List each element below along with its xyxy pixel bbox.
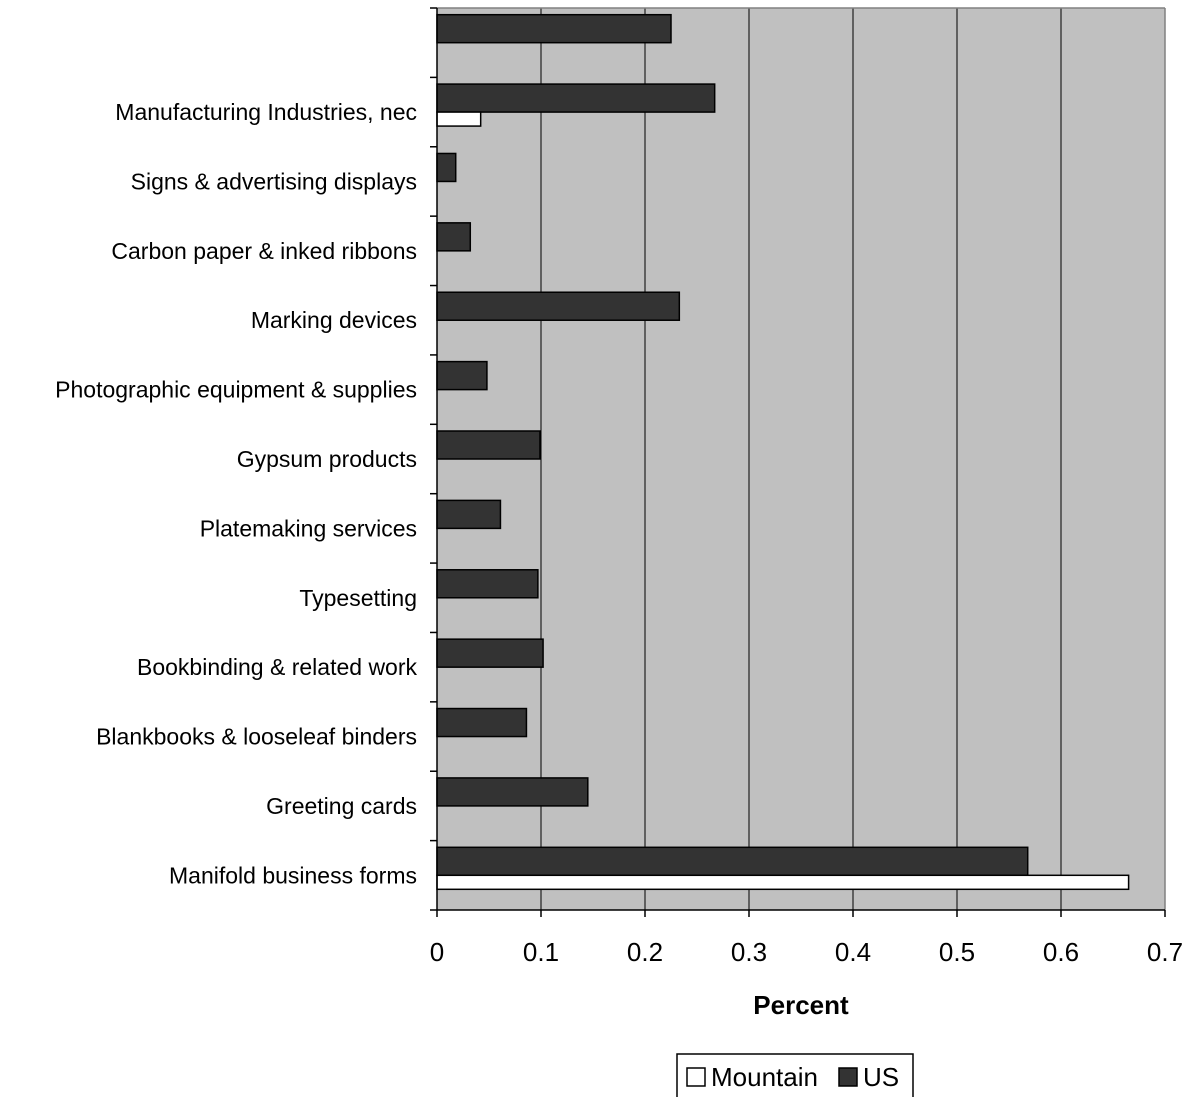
x-axis-title: Percent	[753, 990, 849, 1020]
bar-us-5	[436, 360, 488, 391]
bar-us-6	[436, 430, 541, 460]
x-tick-label-1: 0.1	[523, 937, 559, 967]
category-label-7: Platemaking services	[200, 515, 417, 541]
category-label-6: Gypsum products	[237, 446, 417, 472]
bar-us-4	[436, 291, 681, 321]
legend: Mountain US	[676, 1053, 914, 1097]
x-tick-label-0: 0	[430, 937, 444, 967]
bar-mountain-1	[436, 111, 482, 127]
bar-us-0	[436, 13, 672, 44]
category-label-3: Carbon paper & inked ribbons	[111, 238, 417, 264]
category-labels: Manufacturing Industries, nec Signs & adv…	[55, 99, 417, 888]
plot-area	[437, 8, 1165, 910]
x-tick-label-6: 0.6	[1043, 937, 1079, 967]
bar-us-8	[436, 569, 539, 599]
category-label-8: Typesetting	[299, 585, 417, 611]
bar-us-7	[436, 499, 502, 530]
bar-us-11	[436, 777, 589, 807]
legend-swatch-0	[686, 1067, 706, 1087]
bar-us-2	[436, 152, 457, 183]
x-tick-label-2: 0.2	[627, 937, 663, 967]
legend-box	[676, 1053, 914, 1097]
bar-us-1	[436, 83, 716, 113]
legend-label-1: US	[863, 1062, 899, 1092]
category-label-9: Bookbinding & related work	[137, 654, 417, 680]
x-tick-label-7: 0.7	[1147, 937, 1183, 967]
category-label-10: Blankbooks & looseleaf binders	[96, 724, 417, 750]
category-label-4: Marking devices	[251, 307, 417, 333]
bar-us-10	[436, 707, 528, 738]
bar-us-12	[436, 846, 1029, 877]
x-tick-label-4: 0.4	[835, 937, 871, 967]
bar-us-9	[436, 638, 544, 668]
bar-mountain-12	[436, 874, 1130, 891]
category-label-2: Signs & advertising displays	[131, 168, 417, 194]
category-label-5: Photographic equipment & supplies	[55, 377, 417, 403]
x-tick-label-3: 0.3	[731, 937, 767, 967]
legend-label-0: Mountain	[711, 1062, 818, 1092]
x-tick-label-5: 0.5	[939, 937, 975, 967]
tick-labels: 0 0.1 0.2 0.3 0.4 0.5 0.6 0.7	[430, 937, 1183, 967]
category-label-1: Manufacturing Industries, nec	[115, 99, 417, 125]
bar-us-3	[436, 222, 472, 252]
category-label-12: Manifold business forms	[169, 862, 417, 888]
legend-swatch-1	[838, 1067, 858, 1087]
bars	[436, 13, 1130, 891]
axes	[430, 7, 1166, 917]
category-label-11: Greeting cards	[266, 793, 417, 819]
